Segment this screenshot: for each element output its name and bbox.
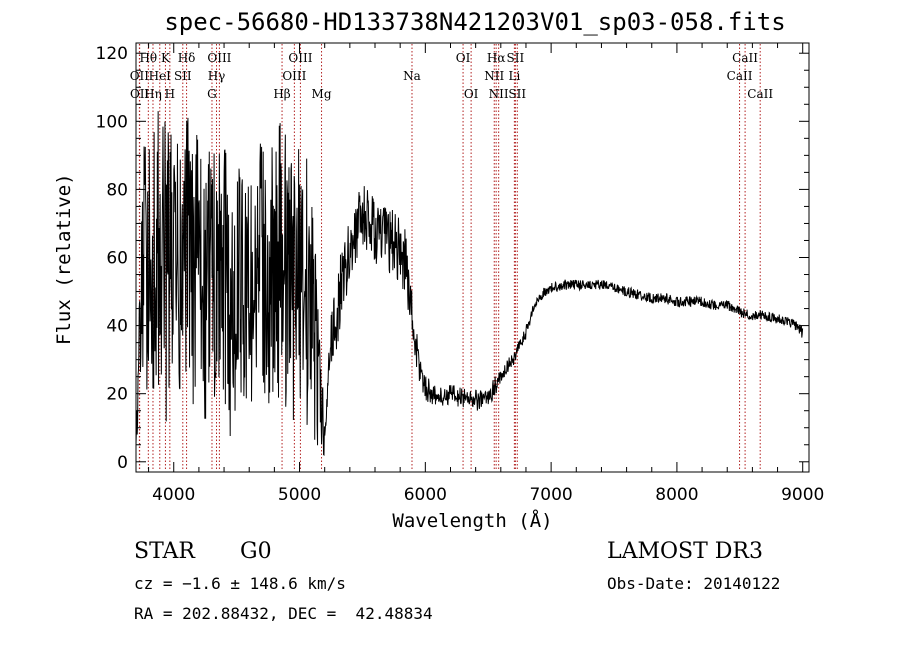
spectrum-line: [135, 111, 804, 456]
line-marker-label: Hθ: [139, 51, 157, 65]
x-tick-label: 7000: [529, 485, 572, 505]
y-axis-label: Flux (relative): [53, 173, 75, 345]
line-marker-label: CaII: [747, 87, 773, 101]
line-marker-labels-layer: HθOIIOIIHηHeIKHSIIHδGHγOIIIHβOIIIOIIIMgN…: [130, 51, 774, 101]
line-marker-label: Na: [403, 69, 421, 83]
axes-layer: 4000 5000 6000 7000 8000 9000 0 20 40 60 80 100 120: [96, 42, 824, 505]
survey-name: LAMOST DR3: [607, 539, 763, 564]
line-marker-label: Hδ: [178, 51, 196, 65]
line-marker-label: Hβ: [273, 87, 290, 101]
line-marker-label: G: [207, 87, 217, 101]
y-tick-label: 80: [106, 180, 128, 200]
observation-date: Obs-Date: 20140122: [607, 574, 781, 593]
line-marker-label: SII: [174, 69, 192, 83]
spectrum-layer: [135, 111, 804, 456]
line-marker-label: Hα: [487, 51, 506, 65]
redshift-velocity: cz = −1.6 ± 148.6 km/s: [134, 574, 346, 593]
x-tick-label: 9000: [781, 485, 824, 505]
line-marker-label: HeI: [149, 69, 172, 83]
line-marker-label: Hγ: [208, 69, 226, 83]
x-tick-label: 4000: [152, 485, 195, 505]
line-marker-label: Li: [508, 69, 520, 83]
line-marker-label: OII: [130, 87, 150, 101]
line-marker-label: NII: [489, 87, 509, 101]
line-marker-label: SII: [507, 51, 525, 65]
y-tick-label: 100: [96, 112, 128, 132]
chart-title: spec-56680-HD133738N421203V01_sp03-058.f…: [164, 8, 786, 36]
x-tick-label: 8000: [655, 485, 698, 505]
y-tick-label: 120: [96, 44, 128, 64]
object-subclass: G0: [240, 539, 272, 564]
line-marker-label: K: [161, 51, 171, 65]
line-marker-label: SII: [508, 87, 526, 101]
object-type: STAR: [134, 539, 195, 564]
y-tick-label: 20: [106, 385, 128, 405]
line-marker-label: OII: [130, 69, 150, 83]
line-marker-label: OI: [464, 87, 479, 101]
line-marker-label: CaII: [732, 51, 758, 65]
line-marker-label: Hη: [144, 87, 162, 101]
x-tick-label: 6000: [404, 485, 447, 505]
y-tick-label: 0: [117, 453, 128, 473]
coordinates: RA = 202.88432, DEC = 42.48834: [134, 604, 433, 623]
y-tick-label: 40: [106, 317, 128, 337]
line-marker-label: OI: [456, 51, 471, 65]
x-tick-label: 5000: [278, 485, 321, 505]
line-marker-label: NII: [484, 69, 504, 83]
line-marker-label: OIII: [207, 51, 231, 65]
y-tick-label: 60: [106, 249, 128, 269]
line-marker-label: OIII: [282, 69, 306, 83]
x-axis-label: Wavelength (Å): [392, 510, 553, 532]
line-marker-label: OIII: [288, 51, 312, 65]
line-marker-label: H: [165, 87, 175, 101]
line-marker-label: Mg: [312, 87, 332, 101]
line-marker-label: CaII: [727, 69, 753, 83]
